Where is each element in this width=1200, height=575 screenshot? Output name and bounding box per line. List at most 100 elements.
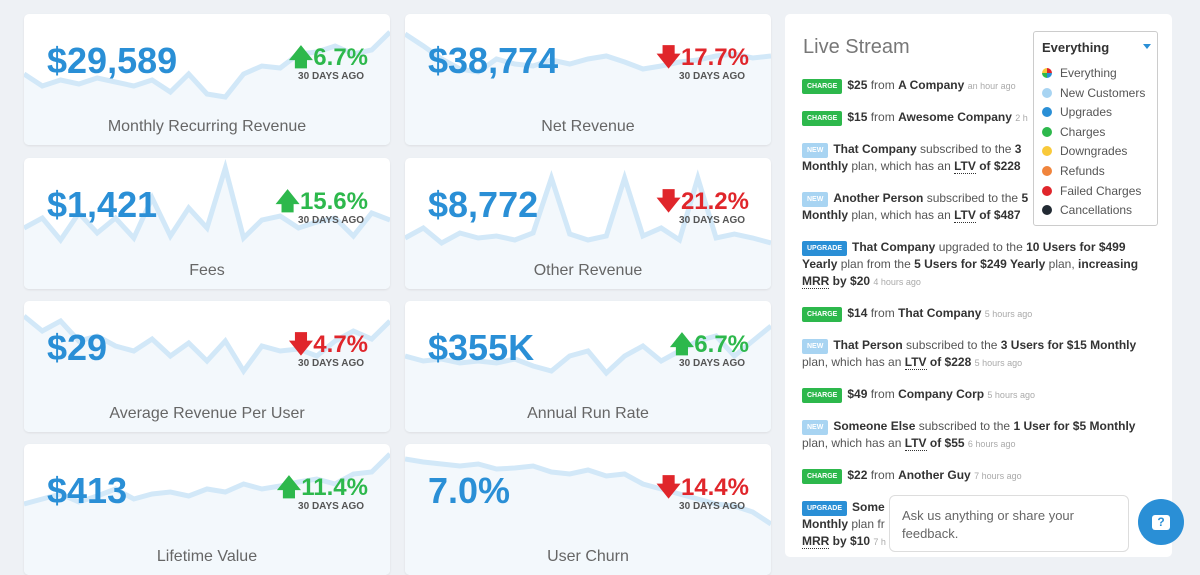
stream-item: NEW That Person subscribed to the 3 Users…: [802, 338, 1137, 370]
metric-period: 30 DAYS AGO: [679, 501, 745, 512]
color-dot-icon: [1042, 205, 1052, 216]
sparkline: [405, 324, 771, 432]
metric-change: 🡅11.4%: [276, 474, 368, 501]
metric-card[interactable]: $29 🡇4.7% 30 DAYS AGO Average Revenue Pe…: [24, 301, 390, 432]
arrow-up-icon: 🡅: [276, 474, 302, 501]
sparkline: [405, 31, 771, 145]
stream-item: CHARGE $14 from That Company 5 hours ago: [802, 305, 1157, 323]
new-badge: NEW: [802, 192, 829, 207]
metric-card[interactable]: 7.0% 🡇14.4% 30 DAYS AGO User Churn: [405, 444, 771, 575]
filter-option[interactable]: Charges: [1042, 125, 1105, 139]
filter-option[interactable]: Failed Charges: [1042, 184, 1141, 198]
live-stream-title: Live Stream: [803, 36, 910, 58]
color-dot-icon: [1042, 166, 1052, 176]
stream-item: CHARGE $49 from Company Corp 5 hours ago: [802, 386, 1157, 404]
filter-selected[interactable]: Everything: [1042, 40, 1110, 55]
filter-option[interactable]: Cancellations: [1042, 203, 1132, 217]
metric-change: 🡅6.7%: [288, 44, 368, 71]
metric-change: 🡇17.7%: [656, 44, 749, 71]
metric-period: 30 DAYS AGO: [298, 71, 364, 82]
charge-badge: CHARGE: [802, 307, 843, 322]
metric-value: 7.0%: [428, 470, 511, 511]
metric-card[interactable]: $8,772 🡇21.2% 30 DAYS AGO Other Revenue: [405, 158, 771, 289]
metric-change: 🡅6.7%: [669, 331, 749, 358]
metric-period: 30 DAYS AGO: [298, 501, 364, 512]
metric-card[interactable]: $29,589 🡅6.7% 30 DAYS AGO Monthly Recurr…: [24, 14, 390, 145]
stream-item: NEW Another Person subscribed to the 5 Mon…: [802, 191, 1029, 223]
color-dot-icon: [1042, 185, 1052, 196]
sparkline: [24, 158, 390, 289]
metric-label: Other Revenue: [533, 262, 643, 279]
stream-item: NEW Someone Else subscribed to the 1 User…: [802, 419, 1136, 451]
filter-option[interactable]: New Customers: [1042, 86, 1145, 100]
sparkline: [405, 456, 771, 575]
metric-label: User Churn: [547, 548, 629, 565]
color-dot-icon: [1042, 126, 1052, 137]
stream-item: CHARGE $22 from Another Guy 7 hours ago: [802, 467, 1157, 485]
metric-value: $38,774: [428, 40, 559, 81]
metric-period: 30 DAYS AGO: [298, 215, 364, 226]
stream-item: UPGRADE Some Monthly plan fr MRR by $10 7 h: [802, 500, 886, 549]
sparkline: [24, 314, 390, 432]
filter-option[interactable]: Upgrades: [1042, 105, 1112, 119]
help-button[interactable]: ?: [1138, 499, 1184, 545]
stream-filter-dropdown[interactable]: Everything Everything New Customers Upgrad…: [1033, 31, 1158, 226]
metric-change: 🡇4.7%: [288, 331, 368, 358]
feedback-tooltip[interactable]: Ask us anything or share your feedback.: [889, 495, 1129, 552]
color-dot-icon: [1042, 107, 1052, 118]
caret-down-icon[interactable]: [1143, 44, 1151, 49]
arrow-down-icon: 🡇: [288, 331, 314, 358]
metric-period: 30 DAYS AGO: [679, 358, 745, 369]
charge-badge: CHARGE: [802, 79, 843, 94]
stream-item: NEW That Company subscribed to the 3 Month…: [802, 142, 1022, 174]
metric-card[interactable]: $413 🡅11.4% 30 DAYS AGO Lifetime Value: [24, 444, 390, 575]
arrow-down-icon: 🡇: [656, 188, 681, 215]
sparkline: [24, 30, 390, 145]
metric-label: Lifetime Value: [156, 548, 258, 565]
metric-label: Fees: [189, 262, 225, 279]
arrow-down-icon: 🡇: [656, 474, 681, 501]
sparkline: [24, 452, 390, 575]
live-stream-panel: Live Stream CHARGE $25 from A Company an …: [785, 14, 1172, 557]
color-dot-icon: [1042, 87, 1052, 98]
metric-label: Net Revenue: [541, 118, 635, 135]
stream-item: UPGRADE That Company upgraded to the 10 U…: [802, 240, 1139, 289]
metric-value: $355K: [428, 327, 535, 368]
metric-label: Monthly Recurring Revenue: [107, 118, 307, 135]
metric-change: 🡅15.6%: [275, 188, 368, 215]
filter-option[interactable]: Downgrades: [1042, 144, 1127, 158]
color-dot-icon: [1042, 68, 1052, 78]
arrow-down-icon: 🡇: [656, 44, 681, 71]
new-badge: NEW: [802, 339, 829, 354]
metric-change: 🡇14.4%: [656, 474, 749, 501]
arrow-up-icon: 🡅: [288, 44, 314, 71]
metric-period: 30 DAYS AGO: [298, 358, 364, 369]
arrow-up-icon: 🡅: [669, 331, 695, 358]
metric-period: 30 DAYS AGO: [679, 71, 745, 82]
metric-label: Annual Run Rate: [527, 405, 649, 422]
metric-change: 🡇21.2%: [656, 188, 749, 215]
stream-item: CHARGE $25 from A Company an hour ago: [802, 77, 1157, 95]
arrow-up-icon: 🡅: [275, 188, 300, 215]
filter-option[interactable]: Everything: [1042, 66, 1117, 80]
metric-value: $29,589: [47, 40, 178, 81]
charge-badge: CHARGE: [802, 469, 843, 484]
filter-option[interactable]: Refunds: [1042, 164, 1105, 178]
metric-card[interactable]: $355K 🡅6.7% 30 DAYS AGO Annual Run Rate: [405, 301, 771, 432]
metric-card[interactable]: $38,774 🡇17.7% 30 DAYS AGO Net Revenue: [405, 14, 771, 145]
upgrade-badge: UPGRADE: [802, 241, 848, 256]
sparkline: [405, 169, 771, 289]
charge-badge: CHARGE: [802, 388, 843, 403]
metric-value: $413: [47, 470, 128, 511]
metric-card[interactable]: $1,421 🡅15.6% 30 DAYS AGO Fees: [24, 158, 390, 289]
metric-value: $1,421: [47, 184, 158, 225]
new-badge: NEW: [802, 420, 829, 435]
color-dot-icon: [1042, 146, 1052, 157]
upgrade-badge: UPGRADE: [802, 501, 848, 516]
metric-period: 30 DAYS AGO: [679, 215, 745, 226]
stream-item: CHARGE $15 from Awesome Company 2 h: [802, 109, 1157, 127]
question-bubble-icon: ?: [1152, 514, 1170, 530]
metric-value: $8,772: [428, 184, 539, 225]
new-badge: NEW: [802, 143, 829, 158]
metric-value: $29: [47, 327, 108, 368]
